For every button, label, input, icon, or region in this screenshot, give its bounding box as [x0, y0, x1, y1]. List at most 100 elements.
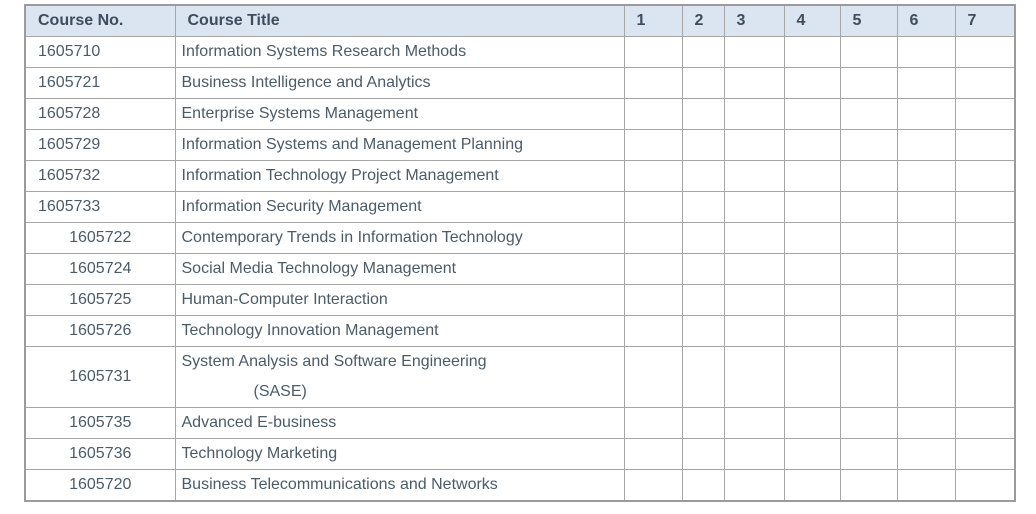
mark-cell-6 — [896, 191, 956, 223]
mark-cell-2 — [681, 315, 725, 347]
mark-cell-7 — [954, 36, 1016, 68]
mark-cell-1 — [623, 222, 683, 254]
course-title-text: Business Telecommunications and Networks — [181, 476, 498, 493]
mark-cell-7 — [954, 346, 1016, 408]
mark-cell-1 — [623, 438, 683, 470]
mark-cell-3 — [723, 67, 785, 99]
mark-cell-4 — [783, 222, 841, 254]
course-no-cell: 1605725 — [24, 284, 176, 316]
mark-cell-4 — [783, 160, 841, 192]
table-row: 1605733 Information Security Management — [24, 191, 1016, 223]
mark-cell-3 — [723, 129, 785, 161]
course-title-text: Human-Computer Interaction — [181, 291, 388, 308]
course-title-cell: Enterprise Systems Management — [174, 98, 625, 130]
mark-cell-4 — [783, 407, 841, 439]
header-col-4: 4 — [783, 4, 841, 37]
mark-cell-2 — [681, 469, 725, 502]
mark-cell-2 — [681, 253, 725, 285]
course-title-text: Information Systems and Management Plann… — [181, 136, 524, 153]
mark-cell-1 — [623, 284, 683, 316]
course-title-cell: Advanced E-business — [174, 407, 625, 439]
course-title-text: Information Systems Research Methods — [181, 43, 467, 60]
mark-cell-5 — [839, 129, 898, 161]
mark-cell-3 — [723, 315, 785, 347]
mark-cell-5 — [839, 407, 898, 439]
header-row: Course No. Course Title 1 2 3 4 5 6 7 — [24, 4, 1016, 37]
mark-cell-3 — [723, 407, 785, 439]
mark-cell-7 — [954, 98, 1016, 130]
course-no-cell: 1605735 — [24, 407, 176, 439]
course-title-cell: Information Systems Research Methods — [174, 36, 625, 68]
mark-cell-6 — [896, 222, 956, 254]
mark-cell-4 — [783, 469, 841, 502]
mark-cell-6 — [896, 98, 956, 130]
course-title-cell: Technology Marketing — [174, 438, 625, 470]
course-table: Course No. Course Title 1 2 3 4 5 6 7 16… — [24, 4, 1016, 502]
course-title-text: System Analysis and Software Engineering — [181, 353, 487, 370]
mark-cell-1 — [623, 36, 683, 68]
mark-cell-6 — [896, 129, 956, 161]
course-title-cell: Information Security Management — [174, 191, 625, 223]
mark-cell-1 — [623, 160, 683, 192]
mark-cell-4 — [783, 253, 841, 285]
mark-cell-5 — [839, 346, 898, 408]
mark-cell-2 — [681, 438, 725, 470]
course-title-text: Technology Marketing — [181, 445, 338, 462]
course-title-cell: Technology Innovation Management — [174, 315, 625, 347]
table-row: 1605725 Human-Computer Interaction — [24, 284, 1016, 316]
header-course-title: Course Title — [174, 4, 625, 37]
header-col-6: 6 — [896, 4, 956, 37]
course-title-text: Enterprise Systems Management — [181, 105, 419, 122]
course-no-cell: 1605729 — [24, 129, 176, 161]
table-row: 1605726 Technology Innovation Management — [24, 315, 1016, 347]
course-no-cell: 1605731 — [24, 346, 176, 408]
mark-cell-4 — [783, 315, 841, 347]
mark-cell-6 — [896, 67, 956, 99]
mark-cell-5 — [839, 469, 898, 502]
mark-cell-1 — [623, 469, 683, 502]
table-row: 1605721 Business Intelligence and Analyti… — [24, 67, 1016, 99]
course-no-cell: 1605728 — [24, 98, 176, 130]
mark-cell-7 — [954, 253, 1016, 285]
mark-cell-5 — [839, 67, 898, 99]
mark-cell-3 — [723, 160, 785, 192]
mark-cell-2 — [681, 191, 725, 223]
mark-cell-7 — [954, 191, 1016, 223]
mark-cell-7 — [954, 160, 1016, 192]
mark-cell-1 — [623, 129, 683, 161]
header-col-7: 7 — [954, 4, 1016, 37]
table-row: 1605729 Information Systems and Managemen… — [24, 129, 1016, 161]
mark-cell-2 — [681, 346, 725, 408]
mark-cell-4 — [783, 129, 841, 161]
mark-cell-3 — [723, 438, 785, 470]
mark-cell-2 — [681, 67, 725, 99]
mark-cell-4 — [783, 438, 841, 470]
mark-cell-4 — [783, 36, 841, 68]
mark-cell-1 — [623, 98, 683, 130]
course-no-cell: 1605724 — [24, 253, 176, 285]
mark-cell-5 — [839, 222, 898, 254]
mark-cell-4 — [783, 284, 841, 316]
mark-cell-1 — [623, 67, 683, 99]
table-row: 1605728 Enterprise Systems Management — [24, 98, 1016, 130]
course-title-cell: Business Telecommunications and Networks — [174, 469, 625, 502]
mark-cell-2 — [681, 36, 725, 68]
course-no-cell: 1605721 — [24, 67, 176, 99]
mark-cell-6 — [896, 469, 956, 502]
mark-cell-6 — [896, 315, 956, 347]
course-title-cell: Information Systems and Management Plann… — [174, 129, 625, 161]
mark-cell-2 — [681, 407, 725, 439]
mark-cell-6 — [896, 407, 956, 439]
mark-cell-3 — [723, 222, 785, 254]
course-title-cell: Social Media Technology Management — [174, 253, 625, 285]
course-title-cell: Information Technology Project Managemen… — [174, 160, 625, 192]
mark-cell-2 — [681, 129, 725, 161]
mark-cell-3 — [723, 191, 785, 223]
mark-cell-7 — [954, 67, 1016, 99]
mark-cell-7 — [954, 315, 1016, 347]
mark-cell-5 — [839, 36, 898, 68]
mark-cell-5 — [839, 191, 898, 223]
mark-cell-7 — [954, 407, 1016, 439]
course-no-cell: 1605736 — [24, 438, 176, 470]
mark-cell-5 — [839, 315, 898, 347]
